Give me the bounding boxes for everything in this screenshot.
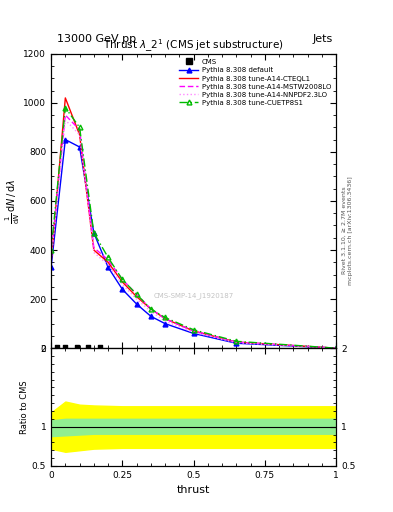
- Text: Jets: Jets: [313, 33, 333, 44]
- Point: [85, 344, 91, 352]
- Point: [96, 344, 103, 352]
- Point: [62, 344, 68, 352]
- Legend: CMS, Pythia 8.308 default, Pythia 8.308 tune-A14-CTEQL1, Pythia 8.308 tune-A14-M: CMS, Pythia 8.308 default, Pythia 8.308 …: [178, 57, 332, 108]
- Text: mcplots.cern.ch [arXiv:1306.3436]: mcplots.cern.ch [arXiv:1306.3436]: [349, 176, 353, 285]
- Text: 13000 GeV pp: 13000 GeV pp: [57, 33, 136, 44]
- Title: Thrust $\lambda\_2^1$ (CMS jet substructure): Thrust $\lambda\_2^1$ (CMS jet substruct…: [103, 37, 284, 54]
- Y-axis label: $\frac{1}{\mathrm{d}N}\,\mathrm{d}N\,/\,\mathrm{d}\lambda$: $\frac{1}{\mathrm{d}N}\,\mathrm{d}N\,/\,…: [4, 178, 22, 224]
- Y-axis label: Ratio to CMS: Ratio to CMS: [20, 380, 29, 434]
- X-axis label: thrust: thrust: [177, 485, 210, 495]
- Text: Rivet 3.1.10, ≥ 2.7M events: Rivet 3.1.10, ≥ 2.7M events: [342, 186, 346, 274]
- Point: [53, 344, 60, 352]
- Point: [73, 344, 80, 352]
- Text: CMS-SMP-14_J1920187: CMS-SMP-14_J1920187: [153, 292, 234, 298]
